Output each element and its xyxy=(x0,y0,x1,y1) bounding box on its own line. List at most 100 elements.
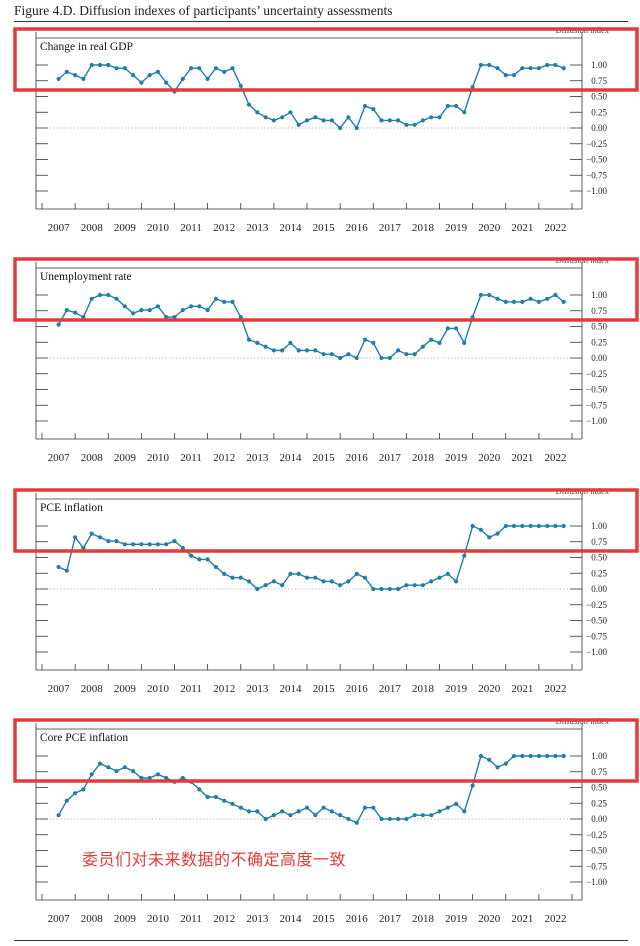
panel-1-ytick-label-1: 0.75 xyxy=(591,76,607,86)
panel-2-point-40 xyxy=(387,355,392,361)
panel-2-point-26 xyxy=(271,348,276,353)
panel-4-point-61 xyxy=(561,753,566,759)
panel-2-point-10 xyxy=(139,308,144,313)
panel-4-point-18 xyxy=(205,794,210,800)
panel-2-point-42 xyxy=(404,352,409,357)
panel-2-year-label-2015: 2015 xyxy=(313,452,336,464)
panel-4-year-label-2021: 2021 xyxy=(511,913,533,925)
panel-3-point-15 xyxy=(180,545,185,551)
panel-3-point-57 xyxy=(528,523,533,529)
title-rule xyxy=(14,21,628,22)
panel-1-point-61 xyxy=(561,66,566,71)
panel-4-point-37 xyxy=(362,805,368,810)
panel-4-title: Core PCE inflation xyxy=(40,732,128,744)
panel-2-point-6 xyxy=(106,292,111,298)
panel-1-point-15 xyxy=(180,76,185,81)
panel-3-year-label-2022: 2022 xyxy=(544,683,566,695)
panel-2-point-2 xyxy=(73,310,78,315)
panel-2-point-52 xyxy=(487,292,492,298)
panel-4-point-51 xyxy=(478,753,483,759)
panel-1-point-45 xyxy=(429,115,434,120)
panel-4-point-24 xyxy=(255,809,260,814)
panel-2-point-44 xyxy=(420,344,425,349)
panel-4-point-29 xyxy=(296,809,301,814)
panel-3-point-48 xyxy=(454,579,459,584)
panel-1-year-label-2017: 2017 xyxy=(379,222,402,234)
panel-1-ytick-label-2: 0.50 xyxy=(591,92,607,102)
panel-3-point-50 xyxy=(470,523,475,529)
panel-1-point-18 xyxy=(205,76,210,81)
panel-4-year-label-2013: 2013 xyxy=(246,913,269,925)
panel-2-point-11 xyxy=(147,308,152,313)
panel-4-point-15 xyxy=(180,775,185,781)
panel-2-point-59 xyxy=(545,296,550,301)
panel-3-point-41 xyxy=(396,586,401,592)
panel-2-highlight-box xyxy=(13,257,639,322)
panel-2-point-9 xyxy=(131,311,136,316)
panel-2-point-25 xyxy=(263,344,268,349)
panel-4-point-23 xyxy=(246,809,252,814)
panel-4-point-44 xyxy=(420,813,425,818)
panel-1-point-24 xyxy=(255,110,260,115)
panel-4-point-47 xyxy=(445,805,450,810)
panel-3-point-3 xyxy=(81,545,86,551)
panel-2-point-41 xyxy=(396,348,401,353)
panel-1-ytick-label-3: 0.25 xyxy=(591,107,607,117)
panel-2-point-17 xyxy=(197,304,202,309)
panel-3-point-17 xyxy=(197,557,202,562)
panel-2-ytick-label-2: 0.50 xyxy=(591,322,607,332)
panel-2-point-53 xyxy=(495,296,500,301)
panel-4-point-2 xyxy=(73,791,78,796)
panel-2-ytick-label-8: −1.00 xyxy=(586,416,607,426)
panel-2-year-label-2017: 2017 xyxy=(379,452,402,464)
panel-4-point-21 xyxy=(230,801,235,807)
panel-1-point-8 xyxy=(122,66,127,71)
panel-4-point-46 xyxy=(437,809,442,814)
panel-2-point-12 xyxy=(155,304,160,309)
panel-2-ytick-label-0: 1.00 xyxy=(591,290,607,300)
panel-1-point-27 xyxy=(280,115,285,120)
panel-1-point-58 xyxy=(536,66,542,71)
panel-1-point-32 xyxy=(321,118,326,123)
panel-2-title: Unemployment rate xyxy=(40,271,132,283)
panel-1-point-0 xyxy=(56,76,61,81)
panel-2-point-39 xyxy=(379,355,384,361)
panel-1-year-label-2012: 2012 xyxy=(213,222,235,234)
panel-4-point-45 xyxy=(429,813,434,818)
panel-4-highlight-box xyxy=(13,718,639,783)
panel-1-point-30 xyxy=(304,118,310,123)
panel-1-point-13 xyxy=(164,80,169,85)
panel-3-point-27 xyxy=(280,583,285,588)
panel-3-point-30 xyxy=(304,575,310,580)
panel-1-point-17 xyxy=(197,66,202,71)
panel-4-point-34 xyxy=(338,813,343,818)
panel-2-year-label-2008: 2008 xyxy=(81,452,104,464)
panel-2-year-label-2007: 2007 xyxy=(48,452,71,464)
panel-4-point-41 xyxy=(396,816,401,822)
panel-4-point-26 xyxy=(271,813,276,818)
panel-1-point-6 xyxy=(106,62,111,68)
panel-3-point-53 xyxy=(495,531,500,536)
panel-1-year-label-2011: 2011 xyxy=(180,222,202,234)
panel-3-point-13 xyxy=(164,542,169,547)
panel-2-point-21 xyxy=(230,299,235,304)
panel-2-ytick-label-6: −0.50 xyxy=(586,385,607,395)
panel-1-point-57 xyxy=(528,66,533,71)
panel-4-ytick-label-1: 0.75 xyxy=(591,767,607,777)
panel-1-point-56 xyxy=(520,66,525,71)
panel-1-point-7 xyxy=(114,66,119,71)
panel-3-point-44 xyxy=(420,583,425,588)
panel-2-year-label-2021: 2021 xyxy=(511,452,533,464)
panel-2-point-37 xyxy=(362,337,368,342)
panel-1-year-label-2018: 2018 xyxy=(412,222,435,234)
panel-1-point-23 xyxy=(246,102,252,107)
panel-2-point-4 xyxy=(89,296,94,301)
panel-2-ytick-label-3: 0.25 xyxy=(591,337,607,347)
panel-2-year-label-2012: 2012 xyxy=(213,452,235,464)
panel-1-year-label-2022: 2022 xyxy=(544,222,566,234)
panel-4-point-10 xyxy=(139,775,144,781)
panel-3-point-26 xyxy=(271,579,276,584)
panel-2-point-19 xyxy=(213,296,218,301)
panel-1-ytick-label-0: 1.00 xyxy=(591,60,607,70)
panel-4-point-3 xyxy=(81,787,86,792)
